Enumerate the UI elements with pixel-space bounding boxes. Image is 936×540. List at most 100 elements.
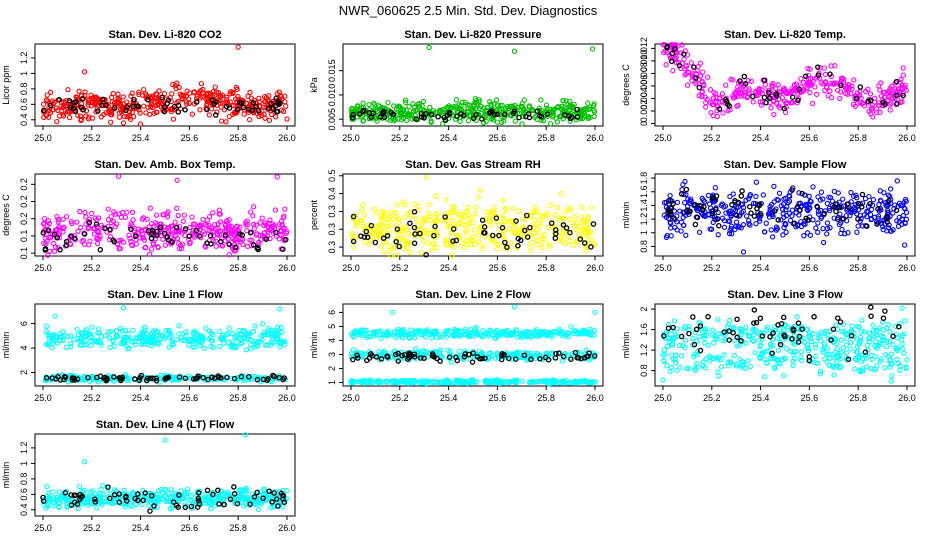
data-point	[539, 240, 545, 246]
data-point	[86, 114, 92, 120]
plot-frame	[342, 173, 604, 257]
data-point	[224, 94, 230, 100]
data-point	[147, 111, 153, 118]
data-point	[56, 235, 62, 241]
data-point	[265, 224, 271, 230]
data-point-secondary	[789, 94, 796, 100]
data-point-secondary	[356, 111, 363, 117]
data-point	[74, 94, 80, 100]
data-point-secondary	[131, 376, 138, 382]
plot-frame	[342, 303, 604, 387]
data-point	[126, 232, 132, 238]
data-point	[552, 212, 559, 218]
data-point-secondary	[350, 213, 357, 220]
data-point	[579, 204, 585, 210]
data-point-secondary	[81, 231, 88, 237]
data-point-secondary	[716, 106, 723, 112]
data-point	[96, 236, 102, 242]
data-point-secondary	[131, 96, 137, 103]
x-tick-label: 25.2	[391, 133, 409, 143]
data-point-secondary	[868, 304, 874, 310]
data-point-secondary	[107, 226, 113, 233]
x-tick-label: 25.2	[703, 393, 721, 403]
data-point	[173, 336, 180, 343]
data-point-secondary	[496, 232, 502, 239]
data-point	[139, 216, 145, 222]
data-point	[46, 220, 53, 227]
x-tick-label: 25.0	[34, 263, 52, 273]
data-point	[820, 225, 826, 232]
data-point	[268, 111, 275, 118]
x-tick-label: 25.6	[181, 263, 199, 273]
data-point	[86, 224, 92, 231]
data-point	[682, 72, 688, 78]
data-point	[190, 221, 196, 227]
data-point	[173, 85, 179, 92]
data-point-secondary	[162, 104, 168, 110]
data-point-secondary	[128, 226, 134, 232]
data-point	[502, 237, 509, 243]
data-point	[176, 240, 182, 247]
data-point	[391, 118, 397, 124]
data-point-secondary	[491, 112, 498, 118]
data-point	[256, 239, 262, 245]
data-point	[63, 344, 70, 350]
data-point	[140, 232, 146, 238]
data-point	[198, 80, 205, 87]
data-point	[571, 214, 578, 220]
data-point	[707, 87, 714, 93]
x-tick-label: 25.8	[229, 263, 247, 273]
data-point-secondary	[224, 374, 230, 381]
data-point-secondary	[552, 235, 559, 241]
data-point	[822, 71, 829, 78]
data-point-secondary	[40, 230, 47, 236]
data-point	[222, 222, 228, 229]
data-point	[108, 94, 115, 101]
data-point	[93, 99, 99, 106]
x-tick-label: 25.4	[132, 393, 150, 403]
y-tick-label: 0.002	[639, 100, 649, 123]
data-point	[887, 107, 893, 113]
data-point	[840, 196, 846, 202]
data-point	[744, 94, 750, 101]
data-point	[842, 90, 849, 97]
data-point	[703, 104, 709, 110]
data-point-secondary	[466, 351, 472, 358]
data-point	[746, 86, 752, 92]
data-point	[567, 207, 573, 213]
data-point-secondary	[97, 373, 104, 379]
outlier-point	[81, 69, 88, 75]
data-point	[569, 219, 575, 226]
data-point-secondary	[270, 106, 276, 112]
y-axis-label: ml/min	[621, 202, 631, 229]
data-point	[442, 217, 448, 223]
data-point	[895, 223, 902, 230]
data-point	[196, 90, 202, 96]
data-point-secondary	[678, 333, 685, 340]
y-tick-label: 0.8	[639, 240, 649, 253]
data-point	[585, 216, 591, 222]
data-point	[94, 236, 100, 242]
data-point	[412, 104, 418, 111]
data-point	[142, 245, 148, 251]
data-point	[863, 88, 869, 95]
data-point	[45, 252, 51, 258]
data-point-secondary	[865, 98, 871, 105]
data-point-secondary	[444, 112, 451, 119]
data-point	[868, 206, 875, 213]
data-point	[108, 119, 114, 125]
data-point	[118, 214, 125, 220]
data-point-secondary	[522, 227, 528, 234]
data-point-secondary	[411, 209, 418, 215]
data-point	[154, 98, 161, 104]
x-tick-label: 25.8	[849, 133, 867, 143]
data-point	[280, 108, 287, 115]
data-point	[510, 205, 516, 211]
data-point	[870, 197, 877, 203]
data-point	[706, 201, 713, 207]
data-point-secondary	[563, 225, 570, 231]
data-point	[210, 94, 216, 100]
x-tick-label: 26.0	[586, 393, 604, 403]
y-tick-label: 1.6	[639, 186, 649, 199]
x-tick-label: 25.6	[801, 133, 819, 143]
